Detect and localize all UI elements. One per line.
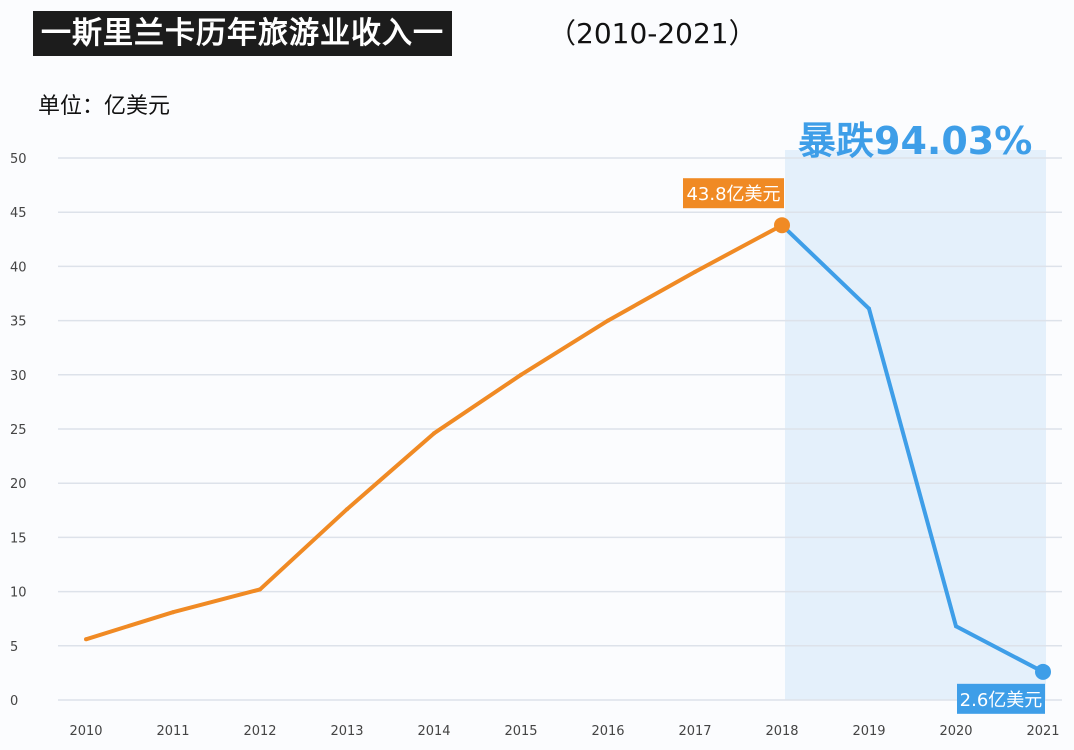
y-tick-label: 50 [10,152,27,167]
y-tick-label: 25 [10,423,27,438]
data-point [432,431,436,436]
x-tick-label: 2011 [156,724,189,739]
chart-subtitle: （2010-2021） [548,17,757,50]
y-tick-label: 0 [10,694,18,709]
y-tick-label: 5 [10,640,18,655]
highlight-marker [1035,663,1051,680]
annotation-label: 43.8亿美元 [686,184,780,205]
x-tick-label: 2017 [678,724,711,739]
y-tick-label: 40 [10,260,27,275]
data-point [693,269,697,274]
x-tick-label: 2018 [765,724,798,739]
x-tick-label: 2013 [330,724,363,739]
data-point [954,624,958,629]
annotation-box [957,683,1045,714]
x-tick-label: 2015 [504,724,537,739]
drop-callout: 暴跌94.03% [798,119,1033,163]
data-point [519,372,523,377]
y-tick-label: 45 [10,206,27,221]
data-point [258,587,262,592]
x-tick-label: 2012 [243,724,276,739]
y-tick-label: 15 [10,531,27,546]
x-tick-label: 2016 [591,724,624,739]
series-line-segment-2 [780,223,1044,674]
y-tick-label: 10 [10,586,27,601]
x-tick-label: 2010 [69,724,102,739]
chart-title: 一斯里兰卡历年旅游业收入一 [33,11,452,56]
y-tick-label: 30 [10,369,27,384]
x-tick-label: 2014 [417,724,450,739]
data-point [345,507,349,512]
y-tick-label: 35 [10,315,27,330]
y-tick-label: 20 [10,477,27,492]
data-point [606,318,610,323]
x-tick-label: 2020 [939,724,972,739]
highlight-band [785,150,1046,700]
unit-label: 单位：亿美元 [38,94,171,119]
x-tick-label: 2021 [1026,724,1059,739]
data-point [867,306,871,311]
annotation-label: 2.6亿美元 [960,690,1043,711]
x-tick-label: 2019 [852,724,885,739]
data-point [84,637,88,642]
highlight-marker [774,217,790,234]
annotation-box [683,178,784,209]
data-point [171,610,175,615]
